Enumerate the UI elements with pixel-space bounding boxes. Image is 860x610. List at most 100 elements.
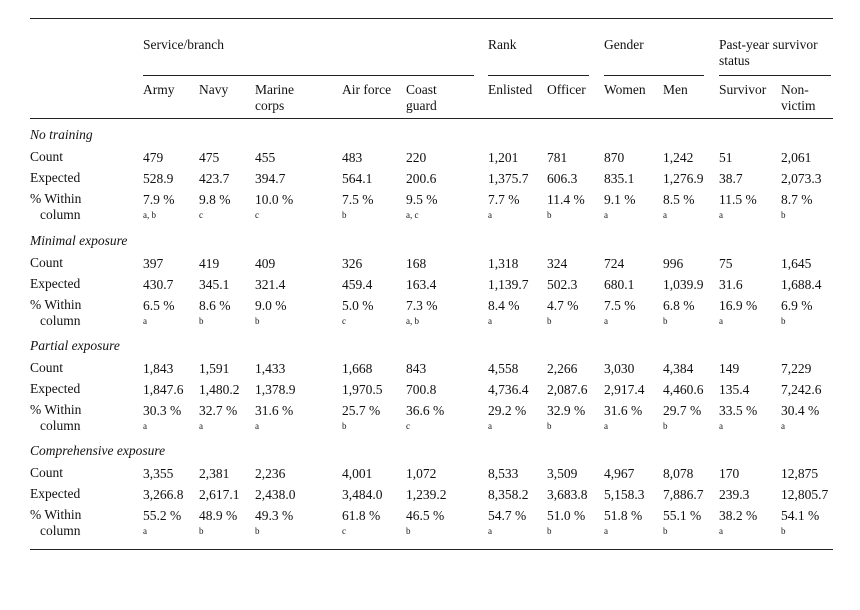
significance-marker: b: [547, 421, 552, 431]
cell-within: 30.3 %: [143, 403, 182, 418]
cell-expected: 430.7: [143, 277, 174, 292]
cell-count: 324: [547, 256, 568, 271]
cell-count: 1,645: [781, 256, 812, 271]
cell-expected: 2,073.3: [781, 171, 822, 186]
section-label: Partial exposure: [30, 338, 120, 353]
row-label-count: Count: [30, 255, 64, 270]
significance-marker: b: [255, 526, 260, 536]
cell-expected: 1,480.2: [199, 382, 240, 397]
cell-within: 38.2 %: [719, 508, 758, 523]
group-underline: [143, 75, 474, 76]
cell-expected: 1,688.4: [781, 277, 822, 292]
cell-within: 31.6 %: [255, 403, 294, 418]
cell-count: 1,201: [488, 150, 519, 165]
group-header: Service/branch: [143, 37, 224, 52]
cell-expected: 1,239.2: [406, 487, 447, 502]
cell-within: 54.1 %: [781, 508, 820, 523]
column-header: Survivor: [719, 82, 767, 97]
cell-expected: 8,358.2: [488, 487, 529, 502]
cell-expected: 700.8: [406, 382, 437, 397]
cell-within: 49.3 %: [255, 508, 294, 523]
group-header: Gender: [604, 37, 644, 52]
cell-count: 483: [342, 150, 363, 165]
cell-expected: 4,736.4: [488, 382, 529, 397]
significance-marker: a: [143, 316, 147, 326]
cell-count: 7,229: [781, 361, 812, 376]
cell-expected: 38.7: [719, 171, 743, 186]
significance-marker: a: [781, 421, 785, 431]
cell-count: 12,875: [781, 466, 819, 481]
cell-count: 220: [406, 150, 427, 165]
significance-marker: a, c: [406, 210, 419, 220]
significance-marker: b: [406, 526, 411, 536]
cell-expected: 163.4: [406, 277, 437, 292]
section-label: Minimal exposure: [30, 233, 128, 248]
group-header: Past-year survivor status: [719, 37, 818, 68]
cell-count: 1,591: [199, 361, 230, 376]
column-header: Army: [143, 82, 175, 97]
cell-count: 724: [604, 256, 625, 271]
cell-count: 170: [719, 466, 740, 481]
significance-marker: c: [406, 421, 410, 431]
row-label-expected: Expected: [30, 381, 81, 396]
significance-marker: b: [547, 526, 552, 536]
cell-within: 7.5 %: [604, 298, 636, 313]
cell-count: 51: [719, 150, 733, 165]
cell-count: 2,061: [781, 150, 812, 165]
significance-marker: c: [255, 210, 259, 220]
column-header: Officer: [547, 82, 586, 97]
cell-within: 8.4 %: [488, 298, 520, 313]
cell-within: 51.8 %: [604, 508, 643, 523]
cell-count: 168: [406, 256, 427, 271]
group-header: Rank: [488, 37, 517, 52]
cell-expected: 345.1: [199, 277, 230, 292]
cell-expected: 423.7: [199, 171, 230, 186]
significance-marker: b: [199, 316, 204, 326]
cell-count: 455: [255, 150, 276, 165]
section-label: Comprehensive exposure: [30, 443, 166, 458]
cell-within: 4.7 %: [547, 298, 579, 313]
cell-within: 29.2 %: [488, 403, 527, 418]
row-label-count: Count: [30, 465, 64, 480]
row-label-within: % Within column: [30, 507, 82, 538]
cell-count: 475: [199, 150, 220, 165]
significance-marker: a: [663, 210, 667, 220]
cell-expected: 835.1: [604, 171, 635, 186]
cell-count: 8,078: [663, 466, 694, 481]
cell-count: 8,533: [488, 466, 519, 481]
cell-expected: 31.6: [719, 277, 743, 292]
significance-marker: b: [547, 316, 552, 326]
cell-count: 1,318: [488, 256, 519, 271]
cell-expected: 2,087.6: [547, 382, 588, 397]
bottom-rule: [30, 549, 833, 550]
cell-expected: 12,805.7: [781, 487, 829, 502]
significance-marker: b: [547, 210, 552, 220]
significance-marker: b: [199, 526, 204, 536]
cell-within: 7.9 %: [143, 192, 175, 207]
cell-count: 419: [199, 256, 220, 271]
cell-expected: 528.9: [143, 171, 174, 186]
cell-expected: 2,438.0: [255, 487, 296, 502]
cell-expected: 1,847.6: [143, 382, 184, 397]
group-underline: [604, 75, 704, 76]
significance-marker: b: [781, 316, 786, 326]
cell-within: 61.8 %: [342, 508, 381, 523]
group-underline: [719, 75, 831, 76]
cell-within: 8.7 %: [781, 192, 813, 207]
cell-count: 2,381: [199, 466, 230, 481]
cell-expected: 2,617.1: [199, 487, 240, 502]
cell-expected: 502.3: [547, 277, 578, 292]
cell-expected: 321.4: [255, 277, 286, 292]
significance-marker: a: [604, 210, 608, 220]
cell-expected: 200.6: [406, 171, 437, 186]
significance-marker: a: [143, 421, 147, 431]
column-header: Coast guard: [406, 82, 437, 113]
cell-count: 4,558: [488, 361, 519, 376]
cell-expected: 7,886.7: [663, 487, 704, 502]
cell-count: 2,266: [547, 361, 578, 376]
cell-within: 33.5 %: [719, 403, 758, 418]
group-underline: [488, 75, 589, 76]
significance-marker: a, b: [406, 316, 419, 326]
row-label-expected: Expected: [30, 486, 81, 501]
significance-marker: b: [255, 316, 260, 326]
